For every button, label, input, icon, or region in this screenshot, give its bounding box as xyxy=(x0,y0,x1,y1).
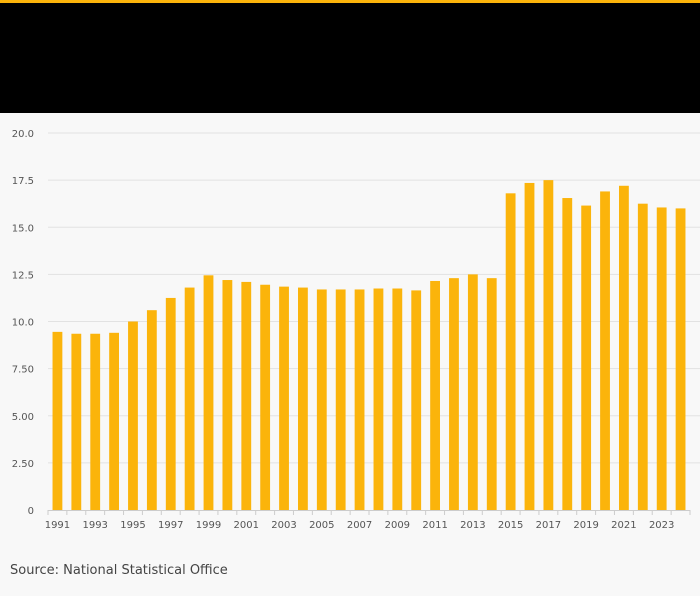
source-note: Source: National Statistical Office xyxy=(10,563,228,578)
bar-2009 xyxy=(392,288,403,510)
bar-2010 xyxy=(411,290,422,510)
x-tick-label: 2013 xyxy=(460,520,485,531)
header-band xyxy=(0,3,700,113)
bar-2016 xyxy=(524,182,535,510)
bar-2006 xyxy=(335,289,346,510)
x-tick-label: 2011 xyxy=(422,520,447,531)
y-tick-label: 15.0 xyxy=(12,223,34,234)
bar-1995 xyxy=(128,321,138,510)
bar-chart: 0 2.50 5.00 7.50 10.0 12.5 15.0 17.5 20.0 1991 19… xyxy=(12,129,700,531)
bar-1992 xyxy=(71,333,82,510)
bar-2020 xyxy=(600,191,610,510)
bar-2013 xyxy=(467,274,478,511)
bar-1999 xyxy=(203,275,214,510)
bar-2021 xyxy=(619,185,629,510)
y-tick-label: 0 xyxy=(28,506,34,517)
bar-2024 xyxy=(675,208,686,510)
bar-1991 xyxy=(52,331,63,510)
bar-2015 xyxy=(505,193,516,510)
bar-2022 xyxy=(637,203,648,510)
y-tick-label: 10.0 xyxy=(12,318,34,329)
bar-2017 xyxy=(543,180,554,511)
bar-2023 xyxy=(656,207,667,510)
bar-2002 xyxy=(260,284,271,510)
x-tick-label: 2021 xyxy=(611,520,636,531)
x-tick-label: 1991 xyxy=(45,520,70,531)
bar-1994 xyxy=(109,332,119,510)
y-tick-label: 12.5 xyxy=(12,270,34,281)
bar-2018 xyxy=(562,198,573,510)
bar-2011 xyxy=(430,280,440,510)
x-tick-label: 2003 xyxy=(271,520,296,531)
bar-1996 xyxy=(146,310,157,510)
x-tick-label: 2019 xyxy=(573,520,598,531)
bar-2000 xyxy=(222,280,233,510)
x-tick-label: 2007 xyxy=(347,520,372,531)
bar-2003 xyxy=(279,286,289,510)
bar-2014 xyxy=(486,278,497,510)
bar-1993 xyxy=(90,333,101,510)
bar-1997 xyxy=(165,297,176,510)
y-tick-label: 7.50 xyxy=(12,365,34,376)
y-tick-label: 20.0 xyxy=(12,129,34,140)
x-tick-label: 1995 xyxy=(120,520,145,531)
x-tick-label: 1999 xyxy=(196,520,221,531)
bar-2012 xyxy=(449,278,459,510)
y-tick-label: 17.5 xyxy=(12,176,34,187)
x-tick-label: 2015 xyxy=(498,520,523,531)
bar-2019 xyxy=(581,205,592,510)
x-tick-label: 1997 xyxy=(158,520,183,531)
y-tick-label: 2.50 xyxy=(12,459,34,470)
x-tick-label: 2023 xyxy=(649,520,674,531)
bar-2008 xyxy=(373,288,384,510)
x-tick-label: 2005 xyxy=(309,520,334,531)
bar-2004 xyxy=(298,287,308,510)
bar-2001 xyxy=(241,281,252,510)
x-tick-label: 1993 xyxy=(82,520,107,531)
chart-area: 0 2.50 5.00 7.50 10.0 12.5 15.0 17.5 20.0 1991 19… xyxy=(0,113,700,543)
x-tick-label: 2009 xyxy=(385,520,410,531)
bar-1998 xyxy=(184,287,195,510)
y-tick-label: 5.00 xyxy=(12,412,34,423)
x-tick-label: 2001 xyxy=(234,520,259,531)
x-tick-label: 2017 xyxy=(536,520,561,531)
bar-2007 xyxy=(354,289,365,510)
accent-bar xyxy=(0,0,700,3)
bar-2005 xyxy=(316,289,327,510)
